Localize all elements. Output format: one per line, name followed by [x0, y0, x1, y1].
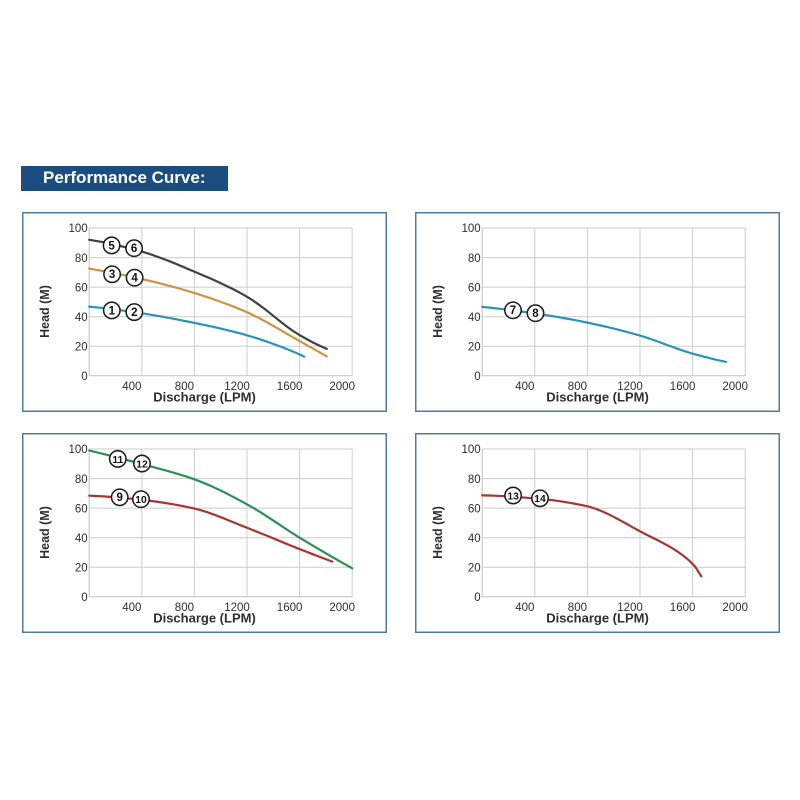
svg-text:0: 0	[81, 592, 87, 604]
svg-text:1200: 1200	[617, 602, 643, 614]
svg-text:40: 40	[75, 532, 88, 544]
svg-text:800: 800	[175, 602, 194, 614]
svg-text:0: 0	[81, 371, 87, 383]
svg-text:400: 400	[122, 602, 141, 614]
svg-text:4: 4	[131, 273, 138, 285]
svg-text:100: 100	[461, 223, 480, 235]
svg-text:1: 1	[109, 305, 116, 317]
svg-text:400: 400	[515, 381, 534, 393]
svg-text:1600: 1600	[277, 602, 303, 614]
svg-text:9: 9	[116, 492, 122, 504]
svg-text:2000: 2000	[722, 602, 748, 614]
svg-text:1200: 1200	[617, 381, 643, 393]
svg-text:14: 14	[534, 494, 546, 505]
svg-text:400: 400	[515, 602, 534, 614]
svg-text:2000: 2000	[722, 381, 748, 393]
svg-text:80: 80	[75, 253, 88, 265]
svg-text:1200: 1200	[224, 381, 250, 393]
svg-text:20: 20	[75, 341, 88, 353]
svg-text:2: 2	[131, 307, 137, 319]
svg-text:20: 20	[75, 562, 88, 574]
svg-text:13: 13	[507, 491, 519, 502]
svg-text:12: 12	[136, 459, 148, 470]
svg-text:0: 0	[474, 592, 480, 604]
svg-text:6: 6	[131, 243, 137, 255]
svg-text:80: 80	[467, 253, 480, 265]
svg-text:3: 3	[109, 269, 115, 281]
svg-text:60: 60	[467, 503, 480, 515]
svg-text:100: 100	[69, 444, 88, 456]
svg-text:1600: 1600	[277, 381, 303, 393]
svg-text:40: 40	[467, 532, 480, 544]
svg-text:100: 100	[69, 223, 88, 235]
svg-text:2000: 2000	[329, 602, 355, 614]
svg-text:11: 11	[112, 454, 123, 465]
svg-text:1600: 1600	[669, 602, 695, 614]
svg-text:Discharge (LPM): Discharge (LPM)	[546, 389, 649, 404]
svg-text:Head (M): Head (M)	[431, 285, 445, 338]
svg-text:1600: 1600	[669, 381, 695, 393]
svg-text:5: 5	[108, 240, 115, 252]
svg-text:80: 80	[75, 473, 88, 485]
svg-text:Discharge (LPM): Discharge (LPM)	[153, 389, 256, 404]
svg-text:10: 10	[135, 495, 147, 506]
svg-text:2000: 2000	[329, 381, 355, 393]
svg-text:1200: 1200	[224, 602, 250, 614]
svg-text:Head (M): Head (M)	[38, 506, 52, 559]
svg-text:800: 800	[567, 602, 586, 614]
svg-text:Head (M): Head (M)	[38, 285, 52, 338]
svg-text:60: 60	[75, 503, 88, 515]
svg-text:Discharge (LPM): Discharge (LPM)	[546, 610, 649, 625]
svg-text:20: 20	[467, 562, 480, 574]
svg-text:Head (M): Head (M)	[431, 506, 445, 559]
svg-text:800: 800	[567, 381, 586, 393]
svg-text:0: 0	[474, 371, 480, 383]
svg-text:40: 40	[75, 312, 88, 324]
svg-text:7: 7	[509, 305, 515, 317]
svg-text:60: 60	[75, 282, 88, 294]
svg-text:100: 100	[461, 444, 480, 456]
svg-text:400: 400	[122, 381, 141, 393]
svg-text:Discharge (LPM): Discharge (LPM)	[153, 610, 256, 625]
svg-text:40: 40	[467, 312, 480, 324]
svg-text:800: 800	[175, 381, 194, 393]
svg-text:8: 8	[532, 308, 539, 320]
svg-text:20: 20	[467, 341, 480, 353]
svg-text:60: 60	[467, 282, 480, 294]
svg-text:80: 80	[467, 473, 480, 485]
